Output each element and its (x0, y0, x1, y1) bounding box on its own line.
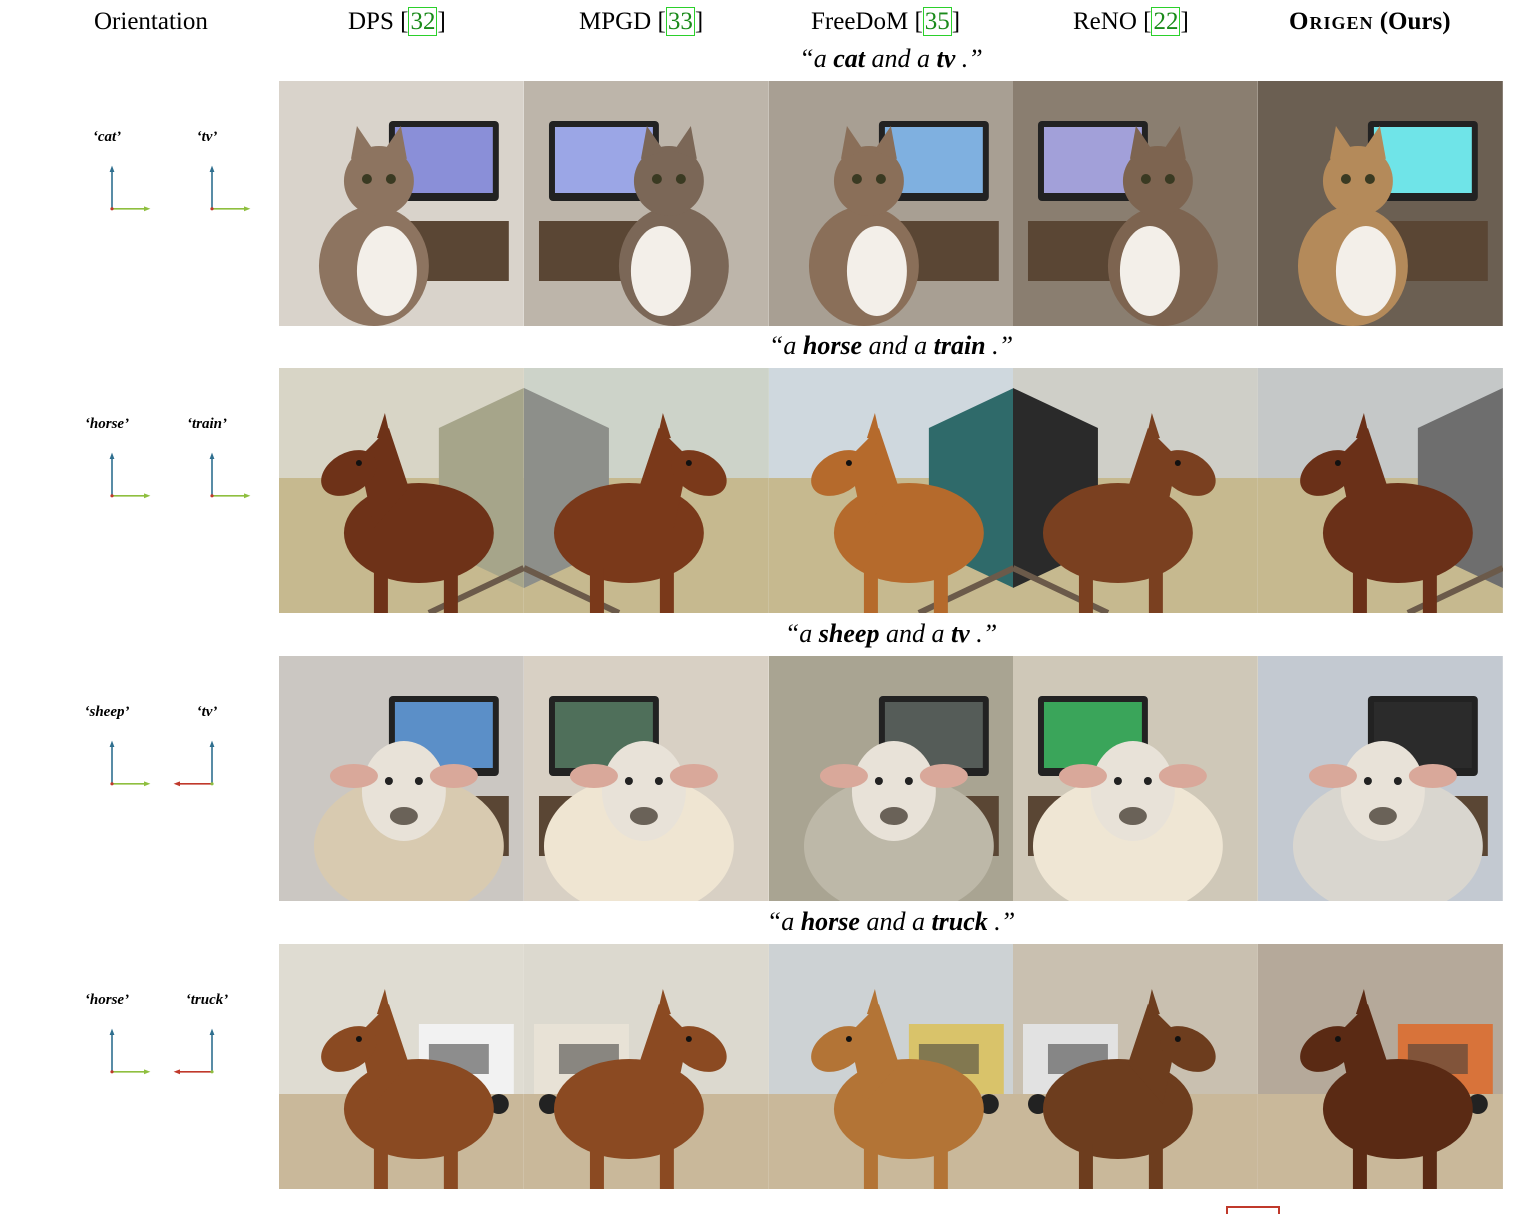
caption-text: .” (987, 907, 1016, 936)
object-label: ‘sheep’ (84, 704, 130, 720)
generated-image-reno (1013, 944, 1259, 1189)
citation-link[interactable]: 35 (922, 7, 952, 36)
generated-image-dps (279, 368, 524, 613)
orientation-glyph: ‘horse’ (62, 992, 152, 1112)
citation-link[interactable]: 33 (665, 7, 695, 36)
orientation-glyph: ‘sheep’ (62, 704, 152, 824)
axis-icon (173, 740, 215, 787)
caption-object: horse (802, 331, 863, 360)
row-caption: “a cat and a tv .” (279, 44, 1503, 74)
caption-object: horse (800, 907, 860, 936)
generated-image-reno (1013, 81, 1259, 326)
orientation-glyph: ‘horse’ (62, 416, 152, 536)
image-row (279, 656, 1503, 901)
caption-text: and a (879, 619, 951, 648)
orientation-panel: ‘cat’ ‘tv’ (0, 81, 279, 326)
generated-image-dps (279, 81, 524, 326)
generated-image-dps (279, 656, 524, 901)
object-label: ‘cat’ (92, 129, 122, 145)
red-marker (1226, 1206, 1280, 1214)
caption-text: “a (784, 619, 819, 648)
object-label: ‘horse’ (84, 992, 130, 1008)
object-label: ‘truck’ (185, 992, 229, 1008)
generated-image-ours (1258, 944, 1503, 1189)
generated-image-ours (1258, 656, 1503, 901)
generated-image-ours (1258, 368, 1503, 613)
axis-icon (173, 1028, 215, 1075)
object-label: ‘train’ (186, 416, 227, 432)
object-label: ‘horse’ (84, 416, 130, 432)
image-row (279, 81, 1503, 326)
generated-image-dps (279, 944, 524, 1189)
generated-image-reno (1013, 656, 1259, 901)
orientation-glyph: ‘train’ (162, 416, 252, 536)
axis-icon (109, 452, 151, 499)
orientation-panel: ‘sheep’ ‘tv’ (0, 656, 279, 901)
caption-text: and a (862, 331, 934, 360)
row-caption: “a sheep and a tv .” (279, 619, 1503, 649)
caption-object: sheep (818, 619, 880, 648)
row-caption: “a horse and a truck .” (279, 907, 1503, 937)
orientation-glyph: ‘truck’ (162, 992, 252, 1112)
caption-text: and a (859, 907, 932, 936)
header-reno: ReNO [22] (1073, 7, 1189, 36)
axis-icon (109, 1028, 151, 1075)
orientation-panel: ‘horse’ ‘train’ (0, 368, 279, 613)
citation-link[interactable]: 32 (408, 7, 438, 36)
generated-image-mpgd (523, 368, 769, 613)
caption-object: tv (936, 44, 956, 73)
generated-image-freedom (768, 944, 1014, 1189)
caption-text: “a (766, 907, 801, 936)
caption-object: truck (931, 907, 988, 936)
orientation-panel: ‘horse’ ‘truck’ (0, 944, 279, 1189)
caption-text: “a (799, 44, 834, 73)
generated-image-mpgd (523, 656, 769, 901)
generated-image-ours (1258, 81, 1503, 326)
header-ours: Origen (Ours) (1289, 8, 1451, 35)
caption-text: .” (985, 331, 1014, 360)
generated-image-mpgd (523, 81, 769, 326)
caption-object: cat (833, 44, 865, 73)
object-label: ‘tv’ (196, 129, 218, 145)
caption-object: train (933, 331, 986, 360)
orientation-glyph: ‘cat’ (62, 129, 152, 249)
caption-text: .” (969, 619, 998, 648)
orientation-glyph: ‘tv’ (162, 129, 252, 249)
image-row (279, 368, 1503, 613)
caption-text: and a (865, 44, 937, 73)
axis-icon (209, 452, 251, 499)
row-caption: “a horse and a train .” (279, 331, 1503, 361)
image-row (279, 944, 1503, 1189)
header-dps: DPS [32] (348, 7, 446, 36)
generated-image-freedom (768, 368, 1014, 613)
generated-image-freedom (768, 656, 1014, 901)
generated-image-freedom (768, 81, 1014, 326)
axis-icon (109, 165, 151, 212)
object-label: ‘tv’ (196, 704, 218, 720)
caption-object: tv (950, 619, 970, 648)
header-freedom: FreeDoM [35] (811, 7, 961, 36)
caption-text: “a (768, 331, 803, 360)
orientation-glyph: ‘tv’ (162, 704, 252, 824)
generated-image-reno (1013, 368, 1259, 613)
header-mpgd: MPGD [33] (579, 7, 704, 36)
header-orientation: Orientation (94, 8, 208, 35)
caption-text: .” (955, 44, 983, 73)
axis-icon (209, 165, 251, 212)
citation-link[interactable]: 22 (1151, 7, 1181, 36)
axis-icon (109, 740, 151, 787)
generated-image-mpgd (523, 944, 769, 1189)
